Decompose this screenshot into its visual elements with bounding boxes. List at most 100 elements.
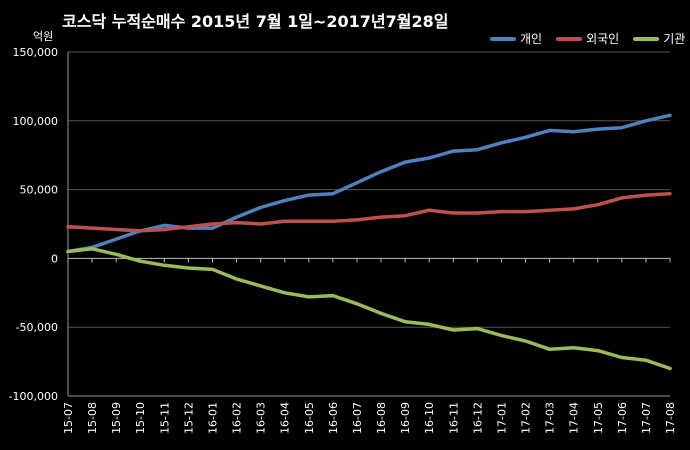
- data-point: [259, 284, 263, 288]
- data-point: [114, 227, 118, 232]
- x-tick-label: 16-03: [255, 402, 268, 434]
- x-tick-label: 17-05: [592, 402, 605, 434]
- data-point: [307, 193, 311, 197]
- x-tick-label: 15-11: [158, 402, 171, 434]
- x-tick-label: 17-03: [544, 402, 557, 434]
- legend-item-institution: 기관: [633, 30, 685, 47]
- data-point: [596, 127, 600, 131]
- series-line-2: [66, 247, 672, 371]
- legend-label-individual: 개인: [520, 32, 543, 46]
- x-tick-label: 17-02: [520, 402, 533, 434]
- data-point: [234, 221, 239, 225]
- data-point: [283, 199, 287, 203]
- data-point: [427, 208, 431, 212]
- data-point: [644, 358, 648, 362]
- x-tick-label: 16-12: [471, 402, 484, 434]
- data-point: [379, 215, 383, 219]
- data-point: [90, 226, 94, 230]
- legend-item-individual: 개인: [490, 30, 542, 47]
- data-point: [66, 249, 70, 254]
- data-point: [114, 237, 118, 241]
- x-tick-label: 15-08: [86, 402, 99, 434]
- x-tick-label: 16-04: [279, 402, 292, 434]
- data-point: [162, 263, 166, 267]
- data-point: [668, 113, 672, 117]
- series-line-1: [66, 191, 672, 233]
- x-tick-label: 15-09: [110, 402, 123, 434]
- data-point: [66, 225, 70, 229]
- data-point: [548, 347, 552, 351]
- legend-swatch-foreign: [556, 36, 583, 41]
- data-point: [499, 333, 504, 338]
- data-point: [596, 203, 600, 207]
- data-point: [234, 215, 239, 219]
- data-point: [331, 293, 335, 298]
- data-point: [548, 128, 552, 133]
- data-point: [427, 322, 431, 327]
- data-point: [548, 208, 552, 212]
- data-point: [499, 210, 504, 214]
- x-tick-label: 16-02: [231, 402, 244, 434]
- data-point: [234, 277, 239, 281]
- data-point: [259, 222, 263, 226]
- x-tick-label: 16-01: [206, 402, 219, 434]
- y-tick-label: -100,000: [9, 390, 58, 403]
- data-point: [138, 229, 142, 233]
- x-tick-label: 16-09: [399, 402, 412, 434]
- x-tick-label: 16-11: [447, 402, 460, 434]
- series-line-0: [66, 113, 672, 254]
- data-point: [283, 291, 287, 295]
- x-tick-label: 17-07: [640, 402, 653, 434]
- y-tick-label: 100,000: [13, 115, 59, 128]
- x-tick-label: 15-07: [62, 402, 75, 434]
- data-point: [138, 259, 142, 263]
- data-point: [644, 119, 648, 123]
- chart-legend: 개인 외국인 기관: [490, 30, 685, 47]
- legend-item-foreign: 외국인: [556, 30, 619, 47]
- data-point: [620, 196, 624, 200]
- data-point: [379, 311, 383, 316]
- data-point: [403, 214, 407, 218]
- data-point: [451, 211, 455, 215]
- data-point: [355, 218, 359, 222]
- x-tick-label: 16-10: [423, 402, 436, 434]
- chart-title: 코스닥 누적순매수 2015년 7월 1일~2017년7월28일: [62, 12, 449, 31]
- data-point: [307, 219, 311, 223]
- data-point: [668, 366, 672, 371]
- y-tick-label: 150,000: [13, 46, 59, 59]
- data-point: [90, 247, 94, 251]
- legend-label-foreign: 외국인: [586, 32, 620, 46]
- data-point: [355, 302, 359, 306]
- legend-swatch-individual: [490, 36, 516, 41]
- data-point: [403, 160, 407, 164]
- data-point: [379, 170, 383, 174]
- y-axis-unit-label: 억원: [33, 30, 54, 43]
- x-tick-label: 16-05: [303, 402, 316, 434]
- data-point: [186, 225, 190, 229]
- data-point: [596, 348, 600, 353]
- data-point: [523, 135, 528, 139]
- x-tick-label: 16-08: [375, 402, 388, 434]
- data-point: [210, 222, 215, 226]
- data-point: [668, 192, 672, 196]
- data-point: [427, 156, 431, 160]
- data-point: [355, 181, 359, 185]
- data-point: [403, 320, 407, 324]
- data-point: [210, 226, 215, 230]
- data-point: [451, 328, 455, 332]
- legend-swatch-institution: [633, 36, 660, 41]
- y-tick-label: -50,000: [16, 321, 58, 334]
- x-tick-label: 17-08: [664, 402, 677, 434]
- data-point: [259, 205, 263, 210]
- data-point: [475, 211, 479, 215]
- data-point: [475, 326, 479, 331]
- y-tick-label: 50,000: [20, 184, 59, 197]
- data-point: [475, 148, 479, 152]
- data-point: [162, 227, 166, 232]
- data-point: [307, 295, 311, 299]
- x-tick-label: 16-06: [327, 402, 340, 434]
- data-point: [523, 339, 528, 343]
- data-point: [162, 223, 166, 227]
- x-tick-label: 17-06: [616, 402, 629, 434]
